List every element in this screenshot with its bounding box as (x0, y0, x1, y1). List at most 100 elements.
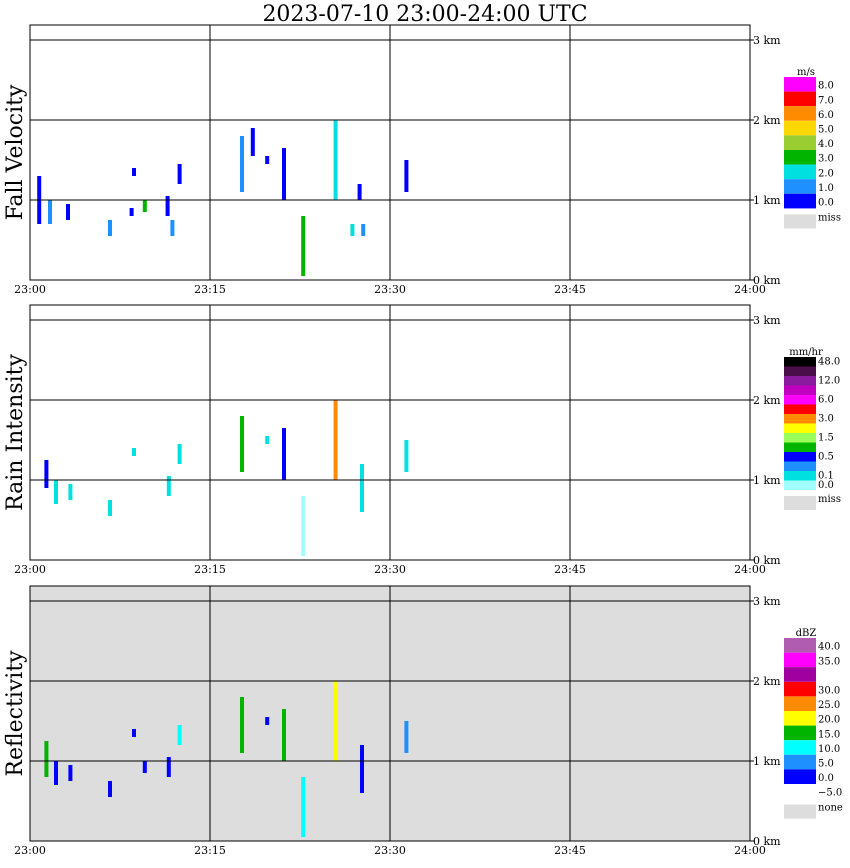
legend-label: 30.0 (818, 685, 840, 696)
time-tick-label: 23:45 (554, 844, 586, 857)
legend-label: 1.0 (818, 183, 834, 194)
legend-swatch (784, 385, 816, 395)
legend-label: 0.0 (818, 773, 834, 784)
time-tick-label: 24:00 (734, 563, 766, 576)
legend-swatch (784, 452, 816, 462)
echo-4 (108, 220, 112, 236)
legend-label: 3.0 (818, 414, 834, 425)
legend-swatch (784, 404, 816, 414)
echo-5 (132, 729, 136, 737)
echo-3 (68, 765, 73, 781)
echo-11 (301, 496, 306, 556)
legend-label: 1.5 (818, 433, 834, 444)
echo-12 (301, 777, 306, 837)
time-tick-label: 23:15 (194, 844, 226, 857)
echo-7 (142, 200, 147, 212)
legend-label: miss (818, 494, 841, 505)
legend-swatch (784, 366, 816, 376)
echo-9 (240, 697, 244, 753)
legend-label: 20.0 (818, 715, 840, 726)
panel-3 (29, 585, 816, 842)
legend-label: 0.5 (818, 452, 834, 463)
echo-12 (250, 128, 255, 156)
legend-swatch (784, 135, 816, 150)
legend-swatch (784, 214, 816, 229)
legend-label: none (818, 803, 843, 814)
time-tick-label: 23:00 (14, 563, 46, 576)
height-tick-label: 3 km (753, 595, 781, 608)
echo-8 (240, 416, 244, 472)
echo-5 (132, 448, 136, 456)
legend-swatch (784, 667, 816, 682)
legend-swatch (784, 395, 816, 405)
legend-label: −5.0 (818, 788, 842, 799)
legend-label: 0.0 (818, 480, 834, 491)
legend-swatch (784, 471, 816, 481)
echo-6 (166, 476, 171, 496)
panel-2 (29, 304, 816, 561)
height-tick-label: 0 km (753, 835, 781, 848)
legend-label: 15.0 (818, 729, 840, 740)
legend-swatch (784, 681, 816, 697)
time-tick-label: 23:30 (374, 844, 406, 857)
legend-label: 7.0 (818, 95, 834, 106)
legend-swatch (784, 164, 816, 180)
legend-swatch (784, 357, 816, 367)
height-tick-label: 0 km (753, 554, 781, 567)
legend-swatch (784, 784, 816, 799)
legend-label: 40.0 (818, 642, 840, 653)
legend-label: 6.0 (818, 395, 834, 406)
legend-swatch (784, 652, 816, 668)
echo-17 (350, 224, 355, 236)
legend-unit: dBZ (796, 628, 817, 639)
echo-2 (48, 200, 52, 224)
y-axis-label: Rain Intensity (3, 353, 28, 510)
echo-1 (44, 741, 49, 777)
echo-7 (177, 444, 182, 464)
time-tick-label: 23:30 (374, 563, 406, 576)
legend-label: 5.0 (818, 124, 834, 135)
height-tick-label: 2 km (753, 675, 781, 688)
legend-swatch (784, 804, 816, 819)
echo-10 (265, 717, 270, 725)
legend-swatch (784, 106, 816, 121)
echo-1 (44, 460, 49, 488)
legend-label: 5.0 (818, 758, 834, 769)
panel-1 (29, 24, 816, 281)
echo-9 (265, 436, 270, 444)
legend-swatch (784, 711, 816, 726)
legend-swatch (784, 120, 816, 136)
echo-13 (333, 681, 338, 761)
legend-label: 4.0 (818, 139, 834, 150)
legend-swatch (784, 150, 816, 165)
echo-4 (108, 500, 112, 516)
echo-14 (404, 440, 409, 472)
height-tick-label: 1 km (753, 755, 781, 768)
legend-swatch (784, 433, 816, 443)
echo-13 (265, 156, 270, 164)
echo-18 (357, 184, 362, 200)
time-tick-label: 24:00 (734, 844, 766, 857)
echo-10 (177, 164, 182, 184)
echo-19 (361, 224, 366, 236)
echo-14 (282, 148, 286, 200)
echo-6 (142, 761, 147, 773)
legend-swatch (784, 179, 816, 194)
legend-label: 12.0 (818, 376, 840, 387)
time-tick-label: 23:45 (554, 283, 586, 296)
echo-6 (132, 168, 136, 176)
echo-15 (301, 216, 306, 276)
legend-unit: m/s (797, 67, 815, 78)
echo-14 (360, 745, 364, 793)
time-tick-label: 23:45 (554, 563, 586, 576)
time-tick-label: 23:30 (374, 283, 406, 296)
echo-11 (282, 709, 286, 761)
legend-swatch (784, 480, 816, 490)
echo-9 (170, 220, 175, 236)
legend-swatch (784, 754, 816, 770)
height-tick-label: 3 km (753, 314, 781, 327)
legend-label: miss (818, 212, 841, 223)
legend-label: 2.0 (818, 168, 834, 179)
echo-7 (166, 757, 171, 777)
